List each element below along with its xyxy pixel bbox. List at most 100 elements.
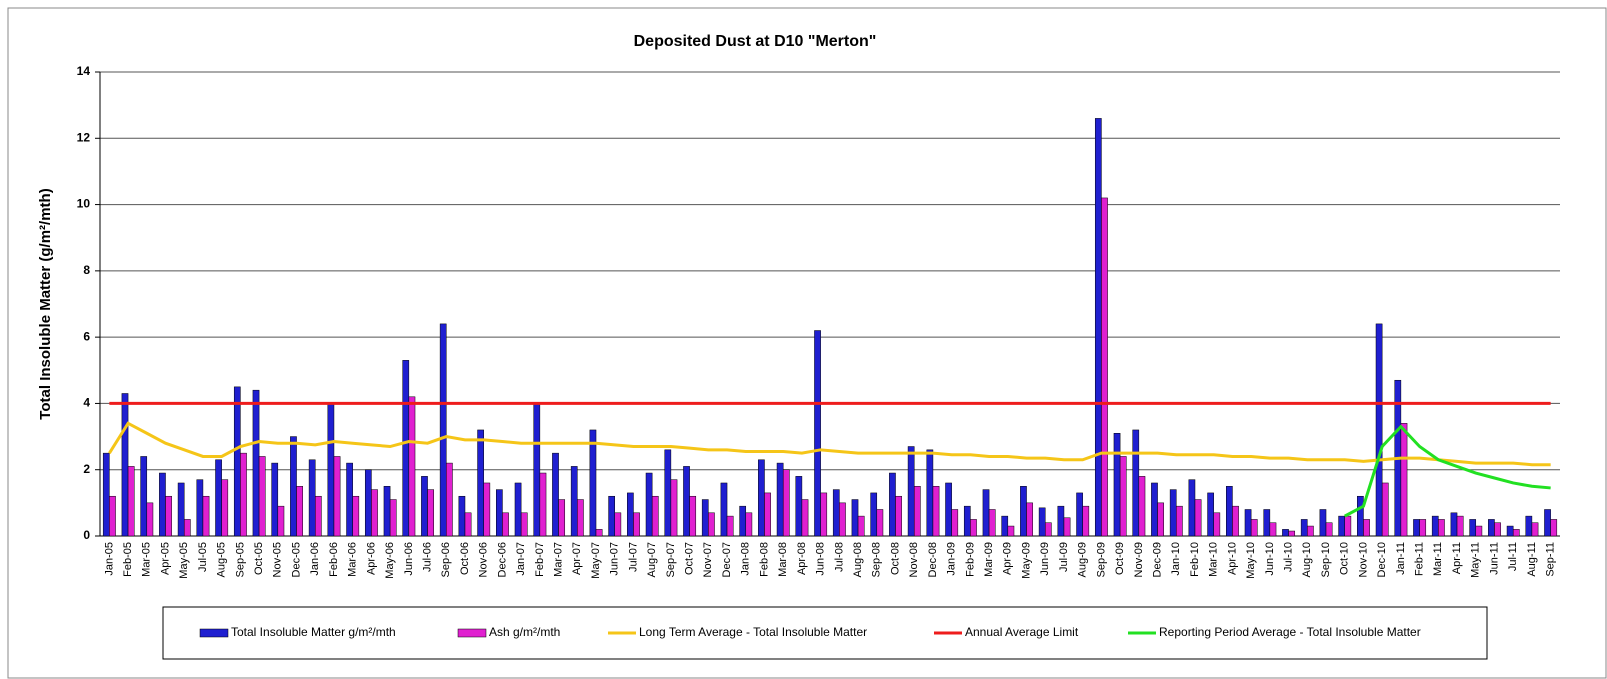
- chart-border: [7, 7, 1607, 679]
- y-tick-label: 14: [77, 64, 91, 78]
- bar: [502, 512, 509, 537]
- x-tick-label: Mar-08: [777, 542, 789, 577]
- bar: [664, 449, 672, 537]
- legend-label: Total Insoluble Matter g/m²/mth: [231, 625, 396, 639]
- x-tick-label: Sep-09: [1095, 542, 1107, 577]
- bar: [552, 452, 559, 537]
- y-tick-label: 8: [83, 263, 90, 277]
- y-tick-label: 0: [83, 528, 90, 542]
- bar: [683, 466, 690, 537]
- bar: [608, 495, 615, 537]
- legend-label: Reporting Period Average - Total Insolub…: [1159, 625, 1421, 639]
- bar: [726, 515, 734, 537]
- bar: [595, 529, 603, 537]
- bar: [421, 476, 428, 537]
- legend-label: Long Term Average - Total Insoluble Matt…: [639, 625, 867, 639]
- x-tick-label: Mar-09: [983, 542, 995, 577]
- line: [108, 421, 1551, 467]
- bar: [252, 389, 260, 537]
- x-tick-label: Sep-08: [871, 542, 883, 577]
- x-tick-label: Jul-07: [627, 542, 639, 572]
- x-tick-label: Aug-08: [852, 542, 864, 577]
- bar: [408, 396, 416, 537]
- bar: [240, 452, 247, 537]
- y-tick-label: 2: [83, 462, 90, 476]
- bar: [689, 495, 697, 537]
- y-tick-label: 12: [77, 130, 91, 144]
- x-tick-label: Feb-10: [1189, 542, 1201, 577]
- bar: [1207, 492, 1214, 537]
- bar: [514, 482, 522, 537]
- x-tick-label: Nov-08: [908, 542, 920, 577]
- bar: [258, 456, 266, 537]
- bar: [1506, 525, 1514, 537]
- bar: [1188, 479, 1196, 537]
- bar: [645, 472, 653, 537]
- x-tick-label: May-09: [1020, 542, 1032, 579]
- bar: [776, 462, 784, 537]
- bar: [427, 489, 434, 537]
- x-tick-label: Jul-10: [1282, 542, 1294, 572]
- x-tick-label: May-07: [590, 542, 602, 579]
- bar: [333, 456, 341, 537]
- bar: [202, 495, 210, 537]
- y-tick-label: 6: [83, 329, 90, 343]
- bar: [271, 462, 279, 537]
- x-tick-label: Aug-07: [646, 542, 658, 577]
- x-tick-label: Apr-05: [159, 542, 171, 575]
- x-tick-label: Jan-06: [309, 542, 321, 576]
- bar: [1063, 517, 1071, 537]
- bar: [720, 482, 728, 537]
- x-tick-label: Feb-06: [328, 542, 340, 577]
- bar: [1338, 515, 1345, 537]
- bar: [1213, 512, 1221, 537]
- x-tick-label: Nov-09: [1133, 542, 1145, 577]
- bar: [558, 499, 566, 537]
- bar: [1250, 519, 1258, 537]
- x-tick-label: Jun-10: [1264, 542, 1276, 576]
- x-tick-label: Jul-06: [421, 542, 433, 572]
- x-tick-label: Sep-11: [1545, 542, 1557, 577]
- bar: [483, 482, 491, 537]
- legend-label: Annual Average Limit: [965, 625, 1079, 639]
- bar: [913, 486, 921, 537]
- x-tick-label: Apr-07: [571, 542, 583, 575]
- x-tick-label: Mar-07: [552, 542, 564, 577]
- bar: [127, 466, 135, 537]
- x-tick-label: Nov-05: [272, 542, 284, 577]
- bar: [1094, 118, 1102, 537]
- bar: [988, 509, 996, 537]
- bar: [1363, 519, 1370, 537]
- bar: [1282, 529, 1289, 537]
- bar: [1269, 522, 1277, 537]
- bar: [1151, 482, 1158, 537]
- bar: [1475, 525, 1483, 537]
- bar: [1176, 505, 1183, 537]
- bar: [795, 476, 803, 537]
- y-tick-label: 10: [77, 197, 91, 211]
- legend-swatch: [457, 628, 487, 638]
- bar: [477, 429, 484, 537]
- bar: [963, 505, 971, 537]
- bar: [1550, 519, 1558, 537]
- bar: [1307, 525, 1314, 537]
- x-tick-label: Oct-07: [684, 542, 696, 575]
- bar: [1494, 522, 1501, 537]
- bar: [364, 469, 372, 537]
- bar: [1400, 423, 1408, 537]
- bar: [383, 486, 391, 537]
- bar: [109, 495, 116, 537]
- x-tick-label: Jul-11: [1507, 542, 1519, 571]
- x-tick-label: Jun-11: [1488, 542, 1500, 575]
- x-tick-label: Feb-05: [122, 542, 134, 577]
- x-tick-label: Apr-09: [1002, 542, 1014, 575]
- x-tick-label: Feb-09: [964, 542, 976, 577]
- x-tick-label: May-11: [1470, 542, 1482, 578]
- bar: [352, 495, 360, 537]
- x-tick-label: Feb-07: [534, 542, 546, 577]
- bar: [1413, 519, 1420, 537]
- bar: [889, 472, 896, 537]
- bar: [146, 502, 154, 537]
- bar: [533, 403, 541, 537]
- bar: [1375, 323, 1383, 537]
